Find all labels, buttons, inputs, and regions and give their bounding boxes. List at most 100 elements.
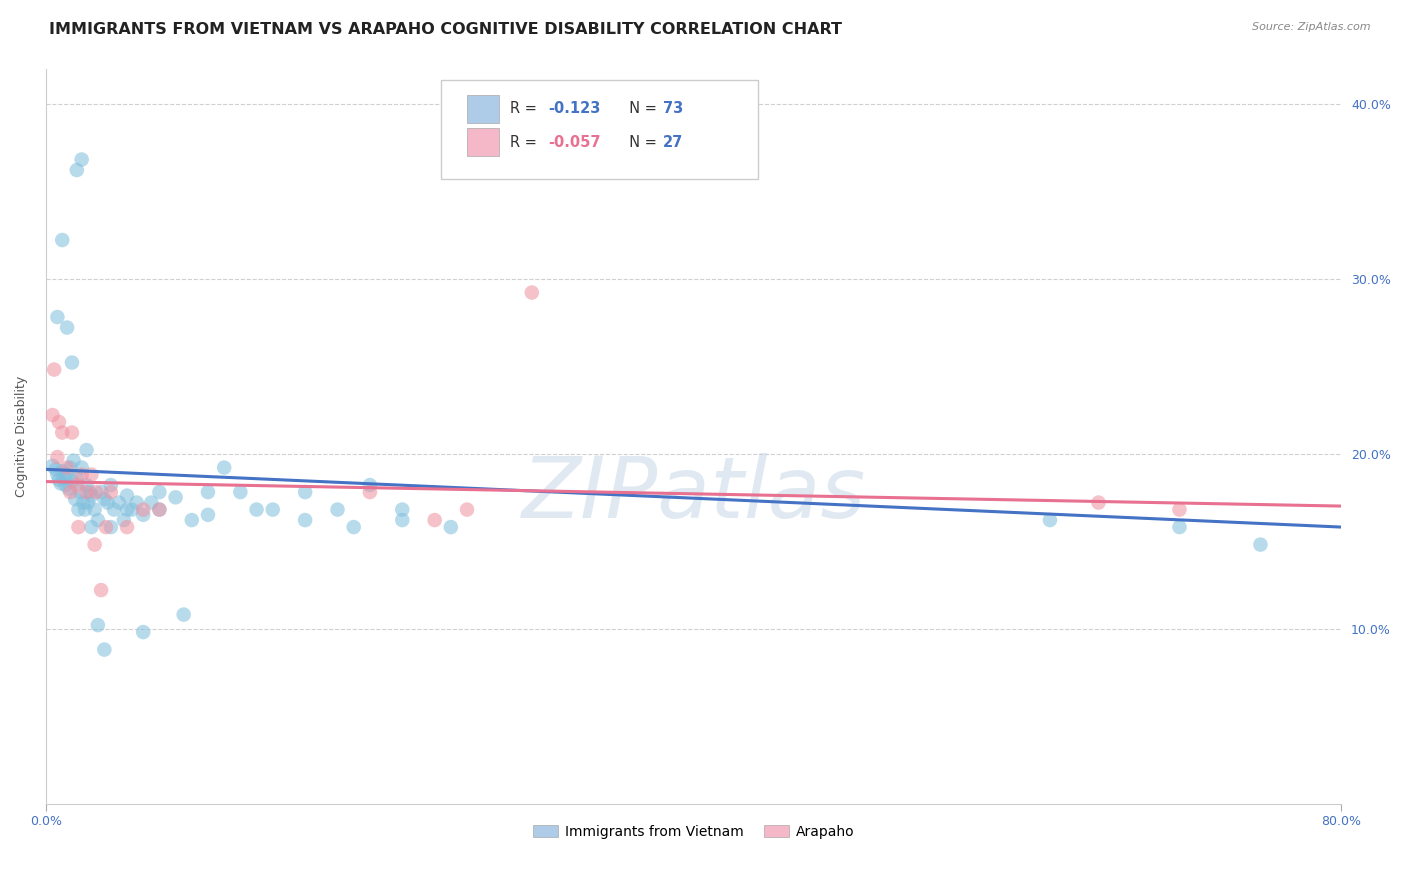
- Point: [58, 482, 80, 496]
- Point: [83, 538, 105, 552]
- Point: [93, 492, 115, 507]
- Point: [359, 485, 381, 500]
- Point: [229, 485, 252, 500]
- Point: [41, 458, 63, 473]
- Point: [326, 502, 349, 516]
- Point: [90, 485, 112, 500]
- Point: [245, 502, 267, 516]
- Text: N =: N =: [620, 102, 661, 117]
- Point: [48, 473, 70, 487]
- Point: [90, 583, 112, 598]
- Text: -0.123: -0.123: [548, 102, 600, 117]
- Point: [60, 475, 83, 489]
- Point: [83, 502, 105, 516]
- Point: [69, 485, 91, 500]
- Point: [59, 485, 82, 500]
- Point: [51, 464, 73, 478]
- Point: [66, 478, 89, 492]
- Point: [294, 485, 316, 500]
- Point: [84, 485, 107, 500]
- Point: [132, 502, 155, 516]
- Point: [359, 478, 381, 492]
- Point: [52, 471, 75, 485]
- Point: [262, 502, 284, 516]
- Point: [56, 320, 79, 334]
- Point: [51, 233, 73, 247]
- Point: [197, 508, 219, 522]
- Point: [72, 495, 94, 509]
- Point: [97, 495, 120, 509]
- Point: [125, 495, 148, 509]
- Point: [51, 425, 73, 440]
- Point: [41, 408, 63, 422]
- Point: [45, 462, 67, 476]
- Point: [1249, 538, 1271, 552]
- Point: [148, 502, 170, 516]
- Point: [173, 607, 195, 622]
- Point: [94, 520, 117, 534]
- Point: [115, 489, 138, 503]
- Point: [80, 520, 103, 534]
- Point: [343, 520, 366, 534]
- Bar: [467, 128, 499, 156]
- Text: R =: R =: [510, 102, 541, 117]
- Point: [56, 467, 79, 482]
- Point: [115, 520, 138, 534]
- Y-axis label: Cognitive Disability: Cognitive Disability: [15, 376, 28, 497]
- Point: [46, 467, 69, 482]
- Point: [132, 508, 155, 522]
- Point: [80, 489, 103, 503]
- Point: [62, 453, 84, 467]
- Point: [1168, 502, 1191, 516]
- Point: [132, 625, 155, 640]
- Point: [73, 502, 96, 516]
- Point: [108, 495, 131, 509]
- Point: [67, 520, 90, 534]
- Point: [440, 520, 463, 534]
- Point: [87, 513, 110, 527]
- Legend: Immigrants from Vietnam, Arapaho: Immigrants from Vietnam, Arapaho: [527, 820, 860, 845]
- Point: [1168, 520, 1191, 534]
- Point: [70, 153, 93, 167]
- Point: [100, 485, 122, 500]
- Bar: [467, 95, 499, 123]
- Text: IMMIGRANTS FROM VIETNAM VS ARAPAHO COGNITIVE DISABILITY CORRELATION CHART: IMMIGRANTS FROM VIETNAM VS ARAPAHO COGNI…: [49, 22, 842, 37]
- Point: [391, 513, 413, 527]
- Point: [456, 502, 478, 516]
- Point: [80, 467, 103, 482]
- Point: [148, 502, 170, 516]
- Point: [100, 520, 122, 534]
- Point: [294, 513, 316, 527]
- FancyBboxPatch shape: [441, 79, 758, 178]
- Point: [55, 478, 77, 492]
- Text: 27: 27: [662, 135, 683, 150]
- Text: Source: ZipAtlas.com: Source: ZipAtlas.com: [1253, 22, 1371, 32]
- Point: [48, 415, 70, 429]
- Text: N =: N =: [620, 135, 661, 150]
- Text: ZIPatlas: ZIPatlas: [522, 453, 866, 536]
- Point: [46, 310, 69, 324]
- Point: [100, 478, 122, 492]
- Text: R =: R =: [510, 135, 541, 150]
- Point: [60, 355, 83, 369]
- Point: [93, 642, 115, 657]
- Point: [520, 285, 543, 300]
- Point: [46, 450, 69, 464]
- Point: [76, 478, 98, 492]
- Point: [67, 502, 90, 516]
- Point: [79, 485, 101, 500]
- Point: [44, 362, 66, 376]
- Point: [66, 163, 89, 178]
- Point: [87, 618, 110, 632]
- Point: [165, 491, 187, 505]
- Point: [70, 467, 93, 482]
- Point: [391, 502, 413, 516]
- Text: -0.057: -0.057: [548, 135, 602, 150]
- Text: 73: 73: [662, 102, 683, 117]
- Point: [1087, 495, 1109, 509]
- Point: [212, 460, 235, 475]
- Point: [76, 485, 98, 500]
- Point: [66, 471, 89, 485]
- Point: [60, 425, 83, 440]
- Point: [141, 495, 163, 509]
